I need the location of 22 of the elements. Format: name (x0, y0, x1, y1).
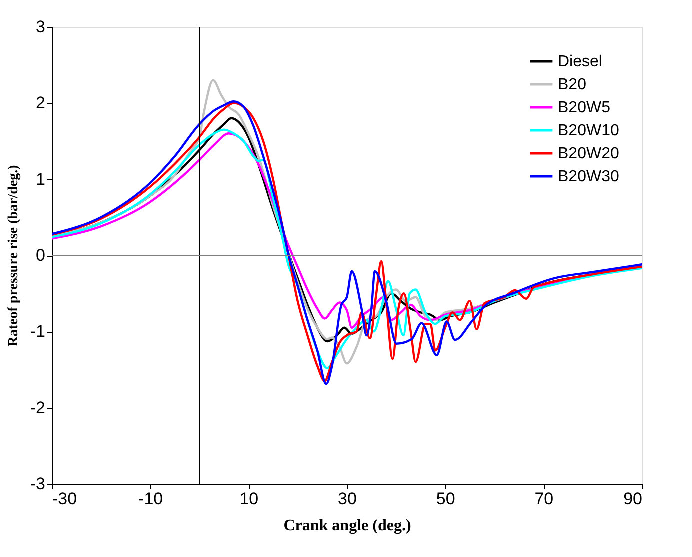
y-axis-title: Rateof pressure rise (bar/deg.) (6, 164, 22, 347)
y-tick-label: 3 (36, 18, 46, 36)
x-tick-label: -10 (138, 490, 164, 508)
x-tick-label: -30 (52, 490, 78, 508)
legend-label: B20W5 (558, 100, 611, 116)
y-tick-label: 0 (36, 246, 46, 265)
legend-label: Diesel (558, 54, 602, 70)
x-tick-label: 50 (436, 490, 456, 508)
y-tick-label: -2 (30, 398, 46, 418)
x-tick-label: 10 (240, 490, 259, 508)
x-tick-label: 30 (338, 490, 357, 508)
legend-label: B20W10 (558, 122, 620, 140)
y-tick-label: 2 (36, 94, 46, 113)
y-tick-label: 1 (36, 170, 46, 189)
legend-label: B20W20 (558, 146, 620, 162)
legend-label: B20W30 (558, 168, 620, 186)
y-tick-label: -1 (30, 322, 46, 342)
x-tick-label: 90 (624, 490, 642, 508)
y-tick-label: -3 (30, 474, 46, 494)
legend-label: B20 (558, 76, 587, 94)
x-tick-label: 70 (534, 490, 554, 508)
x-axis-title: Crank angle (deg.) (284, 518, 412, 534)
